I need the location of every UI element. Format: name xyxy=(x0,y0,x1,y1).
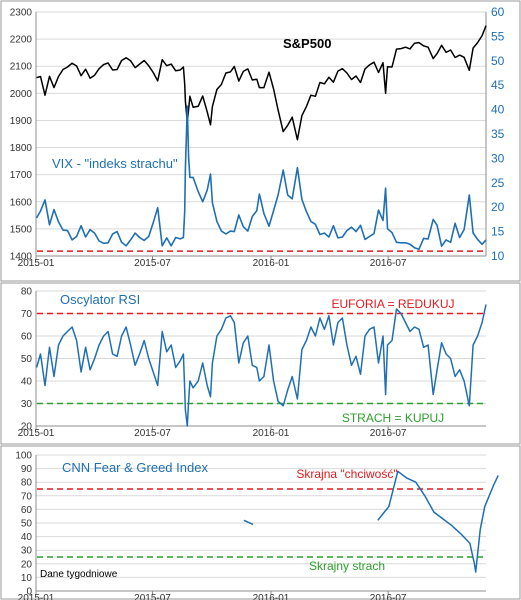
y-tick-label: 30 xyxy=(21,399,33,410)
panel-frame xyxy=(0,0,521,282)
y-right-tick-label: 10 xyxy=(491,249,505,263)
panel-middle: 20 30 40 50 60 70 80 2015-01 2015-07 2016-01 2016-… xyxy=(0,282,521,445)
x-tick-label: 2015-01 xyxy=(18,593,55,600)
panel-top: 1400 1500 1600 1700 1800 1900 2000 2100 2200 2300… xyxy=(0,0,521,282)
y-tick-label: 50 xyxy=(21,519,33,530)
panel-frame xyxy=(0,282,521,445)
y-right-tick-label: 45 xyxy=(491,78,505,92)
series-line-vix xyxy=(35,105,487,250)
y-right-tick-label: 35 xyxy=(491,127,505,141)
panel-bottom: 0 10 20 30 40 50 60 70 80 90 100 2015-01 2015-07 2016… xyxy=(0,445,521,600)
series-line-0 xyxy=(377,470,499,573)
y-right-tick-label: 15 xyxy=(491,225,505,239)
y-tick-label: 100 xyxy=(15,451,32,462)
y-tick-label: 2100 xyxy=(10,62,33,73)
x-tick-label: 2015-01 xyxy=(18,428,55,439)
x-tick-label: 2016-07 xyxy=(370,428,407,439)
annotation-label: Oscylator RSI xyxy=(60,292,140,307)
y-right-tick-label: 20 xyxy=(491,200,505,214)
y-tick-label: 40 xyxy=(21,377,33,388)
x-tick-label: 2015-07 xyxy=(134,593,171,600)
series-line-0 xyxy=(35,304,487,427)
y-tick-label: 2300 xyxy=(10,8,33,19)
y-tick-label: 60 xyxy=(21,505,33,516)
annotation-label: S&P500 xyxy=(283,36,331,51)
annotation-label: Dane tygodniowe xyxy=(40,569,118,580)
series-line-0 xyxy=(243,519,254,526)
x-tick-label: 2016-01 xyxy=(253,593,290,600)
y-tick-label: 10 xyxy=(21,573,33,584)
y-right-tick-label: 30 xyxy=(491,151,505,165)
annotation-label: CNN Fear & Greed Index xyxy=(62,460,208,475)
annotation-label: VIX - "indeks strachu" xyxy=(52,156,178,171)
y-right-tick-label: 25 xyxy=(491,176,505,190)
y-tick-label: 80 xyxy=(21,478,33,489)
y-tick-label: 90 xyxy=(21,464,33,475)
y-tick-label: 60 xyxy=(21,332,33,343)
y-tick-label: 20 xyxy=(21,422,33,433)
y-right-tick-label: 50 xyxy=(491,54,505,68)
y-tick-label: 1700 xyxy=(10,170,33,181)
x-tick-label: 2016-07 xyxy=(370,593,407,600)
y-tick-label: 1800 xyxy=(10,143,33,154)
y-tick-label: 1500 xyxy=(10,224,33,235)
y-right-tick-label: 60 xyxy=(491,5,505,19)
y-right-tick-label: 55 xyxy=(491,29,505,43)
y-tick-label: 1900 xyxy=(10,116,33,127)
annotation-label: EUFORIA = REDUKUJ xyxy=(331,297,454,311)
x-tick-label: 2016-01 xyxy=(253,428,290,439)
y-tick-label: 2200 xyxy=(10,35,33,46)
series-line-s-p500 xyxy=(36,25,487,141)
annotation-label: Skrajna "chciwość" xyxy=(296,467,397,481)
x-tick-label: 2015-07 xyxy=(134,258,171,269)
x-tick-label: 2015-01 xyxy=(18,258,55,269)
y-tick-label: 30 xyxy=(21,546,33,557)
y-right-tick-label: 40 xyxy=(491,103,505,117)
y-tick-label: 50 xyxy=(21,354,33,365)
y-tick-label: 1400 xyxy=(10,252,33,263)
x-tick-label: 2016-01 xyxy=(253,258,290,269)
y-tick-label: 70 xyxy=(21,309,33,320)
y-tick-label: 0 xyxy=(26,587,32,598)
annotation-label: STRACH = KUPUJ xyxy=(342,411,444,425)
y-tick-label: 1600 xyxy=(10,197,33,208)
annotation-label: Skrajny strach xyxy=(309,559,385,573)
y-tick-label: 2000 xyxy=(10,89,33,100)
y-tick-label: 80 xyxy=(21,287,33,298)
x-tick-label: 2015-07 xyxy=(134,428,171,439)
x-tick-label: 2016-07 xyxy=(370,258,407,269)
y-tick-label: 20 xyxy=(21,559,33,570)
y-tick-label: 70 xyxy=(21,491,33,502)
y-tick-label: 40 xyxy=(21,532,33,543)
